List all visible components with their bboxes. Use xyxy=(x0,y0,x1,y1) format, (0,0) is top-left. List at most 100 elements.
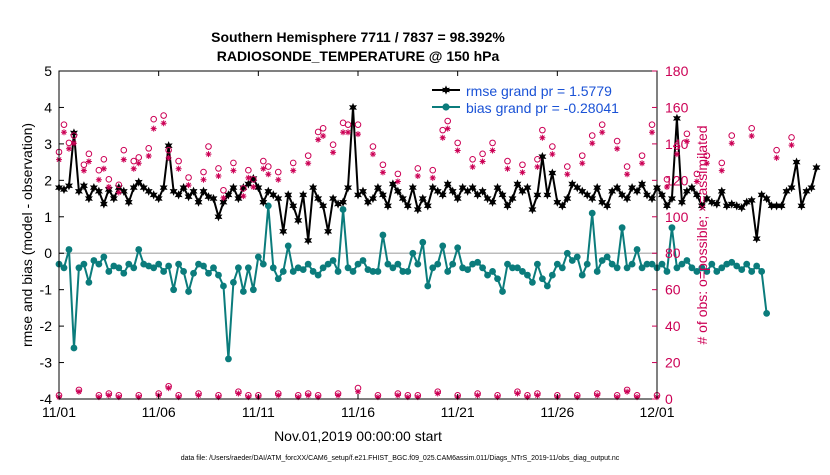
rmse-point xyxy=(373,183,382,193)
rmse-point xyxy=(533,190,542,200)
obs-possible-point xyxy=(230,159,237,167)
obs-assimilated-point xyxy=(205,151,212,158)
obs-assimilated-point xyxy=(100,165,107,172)
obs-possible-point xyxy=(728,132,736,139)
bias-point xyxy=(728,258,736,266)
obs-assimilated-point xyxy=(75,388,82,395)
obs-possible-point xyxy=(85,150,93,158)
rmse-point xyxy=(448,186,457,196)
bias-point xyxy=(225,355,232,363)
y2-tick-label: 40 xyxy=(665,318,681,334)
bias-point xyxy=(409,249,417,257)
obs-possible-point xyxy=(588,132,596,139)
obs-possible-point xyxy=(215,165,222,172)
obs-possible-point xyxy=(663,176,671,183)
obs-assimilated-point xyxy=(235,390,242,397)
legend-rmse-text: rmse grand pr = 1.5779 xyxy=(466,83,612,99)
rmse-point xyxy=(633,186,642,196)
bias-point xyxy=(568,257,576,264)
obs-assimilated-point xyxy=(260,165,267,172)
obs-assimilated-point xyxy=(60,129,67,136)
obs-assimilated-point xyxy=(599,129,606,136)
obs-assimilated-point xyxy=(369,151,376,158)
obs-possible-point xyxy=(788,134,795,141)
bias-point xyxy=(439,242,447,250)
rmse-point xyxy=(573,183,582,193)
rmse-point xyxy=(528,204,537,215)
bias-point xyxy=(389,264,397,272)
obs-possible-point xyxy=(329,141,337,149)
rmse-point xyxy=(294,215,303,226)
bias-point xyxy=(474,258,481,266)
obs-possible-point xyxy=(414,165,422,172)
obs-assimilated-point xyxy=(115,189,122,196)
bias-point xyxy=(763,309,771,317)
rmse-point xyxy=(677,197,686,207)
obs-assimilated-point xyxy=(549,151,556,158)
obs-assimilated-point xyxy=(564,171,571,178)
obs-assimilated-point xyxy=(345,129,352,136)
bias-point xyxy=(160,268,168,275)
obs-possible-point xyxy=(489,139,496,147)
rmse-point xyxy=(254,183,263,193)
rmse-point xyxy=(229,183,238,193)
rmse-point xyxy=(662,201,671,211)
bias-point xyxy=(205,269,212,277)
bias-point xyxy=(678,260,686,268)
rmse-point xyxy=(458,183,467,193)
obs-possible-point xyxy=(379,161,387,169)
rmse-point xyxy=(79,181,88,191)
rmse-point xyxy=(782,186,791,196)
rmse-point xyxy=(757,190,766,200)
y-tick-label: -2 xyxy=(40,318,53,334)
obs-assimilated-point xyxy=(429,174,436,181)
obs-possible-point xyxy=(504,157,511,165)
bias-point xyxy=(259,260,267,268)
bias-point xyxy=(683,257,691,264)
bias-point xyxy=(603,253,611,261)
rmse-point xyxy=(359,186,367,196)
obs-possible-point xyxy=(613,137,621,145)
obs-possible-point xyxy=(469,155,476,163)
obs-assimilated-point xyxy=(175,165,182,172)
obs-assimilated-point xyxy=(728,140,735,147)
y2-tick-label: 140 xyxy=(665,136,689,152)
bias-point xyxy=(743,260,751,268)
rmse-point xyxy=(139,183,148,193)
x-tick-label: 12/01 xyxy=(639,404,674,420)
bias-point xyxy=(359,257,367,264)
obs-assimilated-point xyxy=(514,390,521,397)
bias-point xyxy=(434,260,442,268)
obs-possible-point xyxy=(165,146,172,154)
bias-point xyxy=(758,268,766,275)
y2-tick-label: 120 xyxy=(665,172,689,188)
bias-point xyxy=(369,268,377,275)
bias-point xyxy=(424,282,432,290)
rmse-point xyxy=(473,190,482,200)
obs-possible-point xyxy=(773,146,780,154)
rmse-point xyxy=(752,234,761,244)
bias-point xyxy=(239,288,247,295)
obs-assimilated-point xyxy=(474,392,481,399)
bias-point xyxy=(414,260,422,268)
chart-title-line2: RADIOSONDE_TEMPERATURE @ 150 hPa xyxy=(217,48,500,64)
obs-assimilated-point xyxy=(265,171,272,178)
obs-assimilated-point xyxy=(504,165,511,172)
bias-point xyxy=(85,278,93,286)
bias-point xyxy=(558,264,566,272)
obs-assimilated-point xyxy=(663,183,670,190)
rmse-point xyxy=(588,193,597,204)
obs-possible-point xyxy=(205,143,212,150)
obs-possible-point xyxy=(115,181,123,189)
obs-assimilated-point xyxy=(489,147,496,154)
bias-point xyxy=(484,271,491,279)
bias-point xyxy=(249,286,257,294)
rmse-point xyxy=(388,179,397,189)
bias-point xyxy=(284,242,292,250)
rmse-point xyxy=(777,201,786,211)
rmse-point xyxy=(563,193,572,204)
rmse-point xyxy=(279,226,288,236)
rmse-point xyxy=(368,193,377,204)
obs-possible-point xyxy=(60,121,68,128)
y2-tick-label: 80 xyxy=(665,245,681,261)
